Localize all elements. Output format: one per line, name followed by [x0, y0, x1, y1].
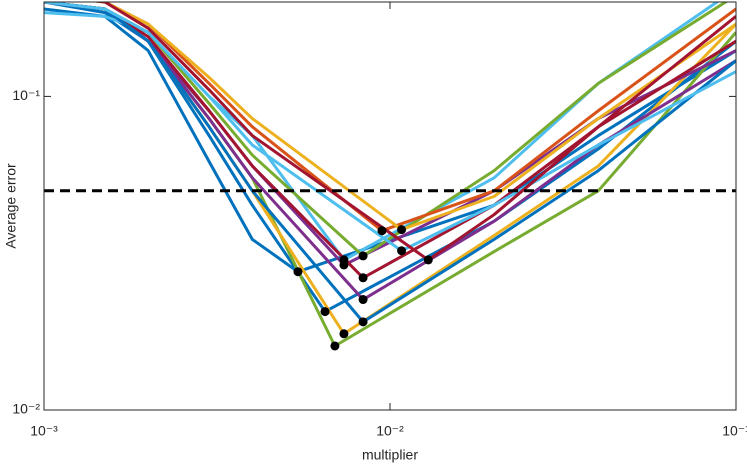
- x-tick-label: 10⁻³: [30, 423, 58, 439]
- minimum-marker: [339, 329, 349, 339]
- series-line: [44, 2, 736, 348]
- series-line: [44, 7, 736, 274]
- series-line: [91, 2, 736, 262]
- minimum-marker: [330, 341, 340, 351]
- minimum-marker: [339, 260, 349, 270]
- series-line: [44, 2, 736, 253]
- minimum-marker: [358, 295, 368, 305]
- y-tick-label: 10⁻²: [12, 401, 40, 417]
- minimum-marker: [358, 273, 368, 283]
- minimum-marker: [358, 317, 368, 327]
- x-tick-label: 10⁻¹: [722, 423, 747, 439]
- y-tick-label: 10⁻¹: [12, 87, 40, 103]
- plot-area: [44, 2, 736, 351]
- x-tick-label: 10⁻²: [376, 423, 404, 439]
- minimum-marker: [358, 251, 368, 261]
- y-axis-label: Average error: [3, 163, 19, 249]
- minimum-marker: [293, 267, 303, 277]
- plot-frame: [43, 1, 737, 411]
- minimum-marker: [397, 246, 407, 256]
- minimum-marker: [377, 226, 387, 236]
- x-axis-label: multiplier: [362, 447, 418, 463]
- minimum-marker: [320, 307, 330, 317]
- minimum-marker: [423, 255, 433, 265]
- minimum-marker: [397, 225, 407, 235]
